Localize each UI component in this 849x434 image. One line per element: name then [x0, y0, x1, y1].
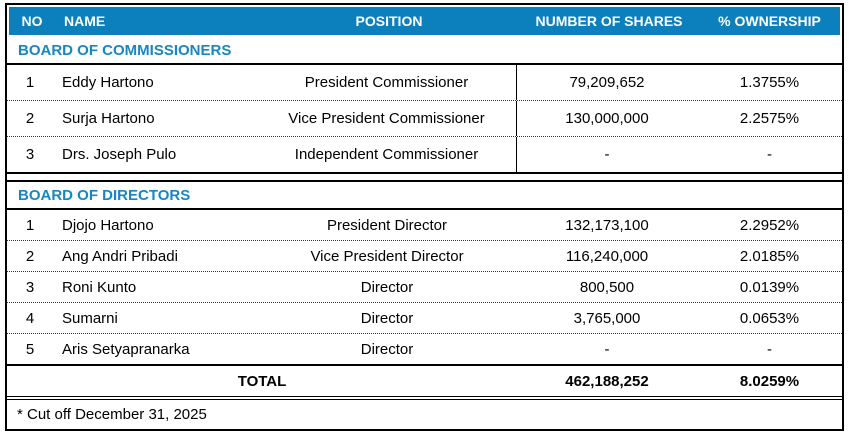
directors-rows: 1 Djojo Hartono President Director 132,1… [7, 210, 842, 366]
total-ownership: 8.0259% [739, 372, 800, 390]
cell-name: Ang Andri Pribadi [62, 247, 178, 265]
cell-ownership: 2.2575% [739, 110, 800, 127]
cell-shares: - [604, 146, 610, 163]
cell-position: Director [360, 309, 414, 327]
total-shares: 462,188,252 [565, 372, 649, 390]
cell-ownership: 0.0653% [739, 309, 800, 327]
cell-name: Sumarni [62, 309, 118, 327]
cell-name: Drs. Joseph Pulo [62, 146, 177, 163]
cell-no: 3 [25, 278, 35, 296]
cell-ownership: - [767, 146, 772, 163]
table-row: 1 Eddy Hartono President Commissioner 79… [7, 65, 842, 100]
table-frame: NO NAME POSITION NUMBER OF SHARES % OWNE… [5, 3, 844, 431]
cell-shares: - [604, 340, 610, 358]
cell-ownership: 2.2952% [739, 216, 800, 234]
cell-no: 2 [25, 110, 35, 127]
total-label: TOTAL [237, 372, 287, 390]
table-row: 4 Sumarni Director 3,765,000 0.0653% [7, 302, 842, 333]
cell-position: President Director [326, 216, 448, 234]
commissioners-rows: 1 Eddy Hartono President Commissioner 79… [7, 65, 842, 174]
cell-no: 2 [25, 247, 35, 265]
cell-shares: 79,209,652 [569, 74, 645, 91]
cell-shares: 3,765,000 [573, 309, 641, 327]
cell-no: 5 [25, 340, 35, 358]
column-header-position: POSITION [355, 13, 423, 29]
table-header-row: NO NAME POSITION NUMBER OF SHARES % OWNE… [9, 7, 840, 35]
cell-name: Surja Hartono [62, 110, 155, 127]
column-header-no: NO [21, 13, 43, 29]
table-row: 2 Surja Hartono Vice President Commissio… [7, 100, 842, 136]
column-header-shares: NUMBER OF SHARES [535, 13, 683, 29]
cell-no: 1 [25, 74, 35, 91]
cell-position: Independent Commissioner [257, 137, 517, 172]
cell-no: 4 [25, 309, 35, 327]
cell-position: Vice President Commissioner [257, 101, 517, 136]
cell-shares: 132,173,100 [565, 216, 649, 234]
column-header-ownership: % OWNERSHIP [718, 13, 821, 29]
cell-name: Aris Setyapranarka [62, 340, 190, 358]
column-header-name: NAME [64, 13, 106, 29]
cell-name: Roni Kunto [62, 278, 137, 296]
table-row: 2 Ang Andri Pribadi Vice President Direc… [7, 240, 842, 271]
section-title-commissioners: BOARD OF COMMISSIONERS [7, 37, 842, 65]
cell-name: Djojo Hartono [62, 216, 154, 234]
table-row: 1 Djojo Hartono President Director 132,1… [7, 210, 842, 240]
cell-ownership: 0.0139% [739, 278, 800, 296]
table-row: 5 Aris Setyapranarka Director - - [7, 333, 842, 364]
cell-position: Director [360, 340, 414, 358]
cell-no: 1 [25, 216, 35, 234]
total-row: TOTAL 462,188,252 8.0259% [7, 366, 842, 400]
cell-shares: 800,500 [579, 278, 635, 296]
cell-name: Eddy Hartono [62, 74, 154, 91]
cell-shares: 130,000,000 [565, 110, 649, 127]
table-row: 3 Roni Kunto Director 800,500 0.0139% [7, 271, 842, 302]
section-divider [7, 174, 842, 182]
cell-ownership: - [767, 340, 772, 358]
cell-position: Vice President Director [310, 247, 464, 265]
section-title-directors: BOARD OF DIRECTORS [7, 182, 842, 210]
cell-shares: 116,240,000 [565, 247, 649, 265]
table-row: 3 Drs. Joseph Pulo Independent Commissio… [7, 136, 842, 172]
cell-no: 3 [25, 146, 35, 163]
cell-ownership: 1.3755% [739, 74, 800, 91]
cell-ownership: 2.0185% [739, 247, 800, 265]
cell-position: Director [360, 278, 414, 296]
cutoff-footnote: * Cut off December 31, 2025 [17, 406, 207, 423]
cell-position: President Commissioner [257, 65, 517, 100]
